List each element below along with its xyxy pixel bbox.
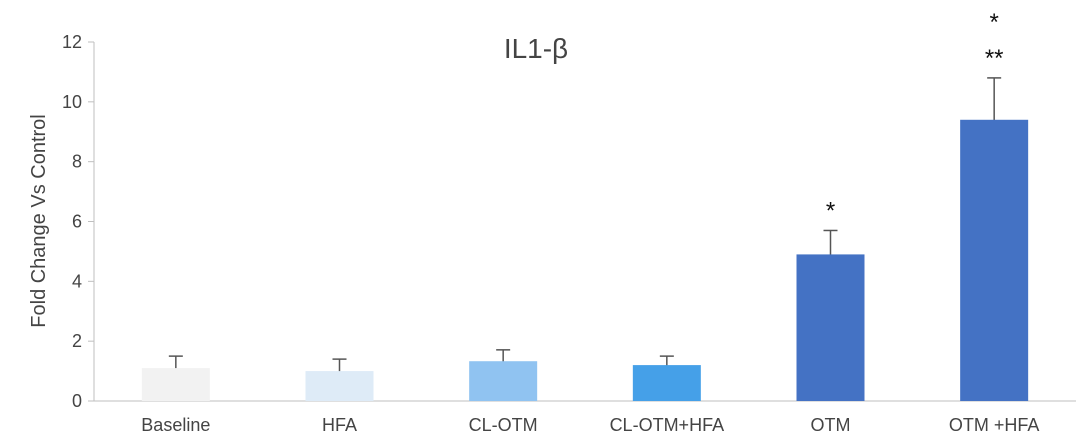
y-tick-label: 0: [72, 391, 82, 411]
x-tick-label: Baseline: [141, 415, 210, 435]
y-tick-label: 12: [62, 32, 82, 52]
chart-title: IL1-β: [504, 33, 568, 64]
significance-marker: **: [985, 45, 1004, 72]
x-tick-label: HFA: [322, 415, 357, 435]
significance-marker: *: [989, 9, 998, 36]
y-tick-label: 4: [72, 271, 82, 291]
x-tick-label: OTM +HFA: [949, 415, 1040, 435]
error-bars: [168, 77, 1002, 384]
x-tick-label: OTM: [811, 415, 851, 435]
y-axis-title: Fold Change Vs Control: [28, 114, 50, 327]
labels: 0 2 4 6 8 10 12 Baseline HFA CL-OTM CL-OTM+HFA OTM *…: [62, 9, 1039, 435]
y-tick-label: 2: [72, 331, 82, 351]
y-tick-label: 6: [72, 212, 82, 232]
x-tick-label: CL-OTM: [469, 415, 538, 435]
bars: [141, 119, 1029, 402]
bar: [141, 368, 210, 401]
y-tick-label: 8: [72, 152, 82, 172]
bar: [632, 365, 701, 401]
bar: [305, 371, 374, 401]
axes: [88, 41, 1076, 402]
y-tick-label: 10: [62, 92, 82, 112]
bar: [469, 361, 538, 401]
bar: [960, 119, 1029, 402]
x-tick-label: CL-OTM+HFA: [610, 415, 725, 435]
significance-marker: *: [826, 197, 835, 224]
bar: [796, 254, 865, 401]
